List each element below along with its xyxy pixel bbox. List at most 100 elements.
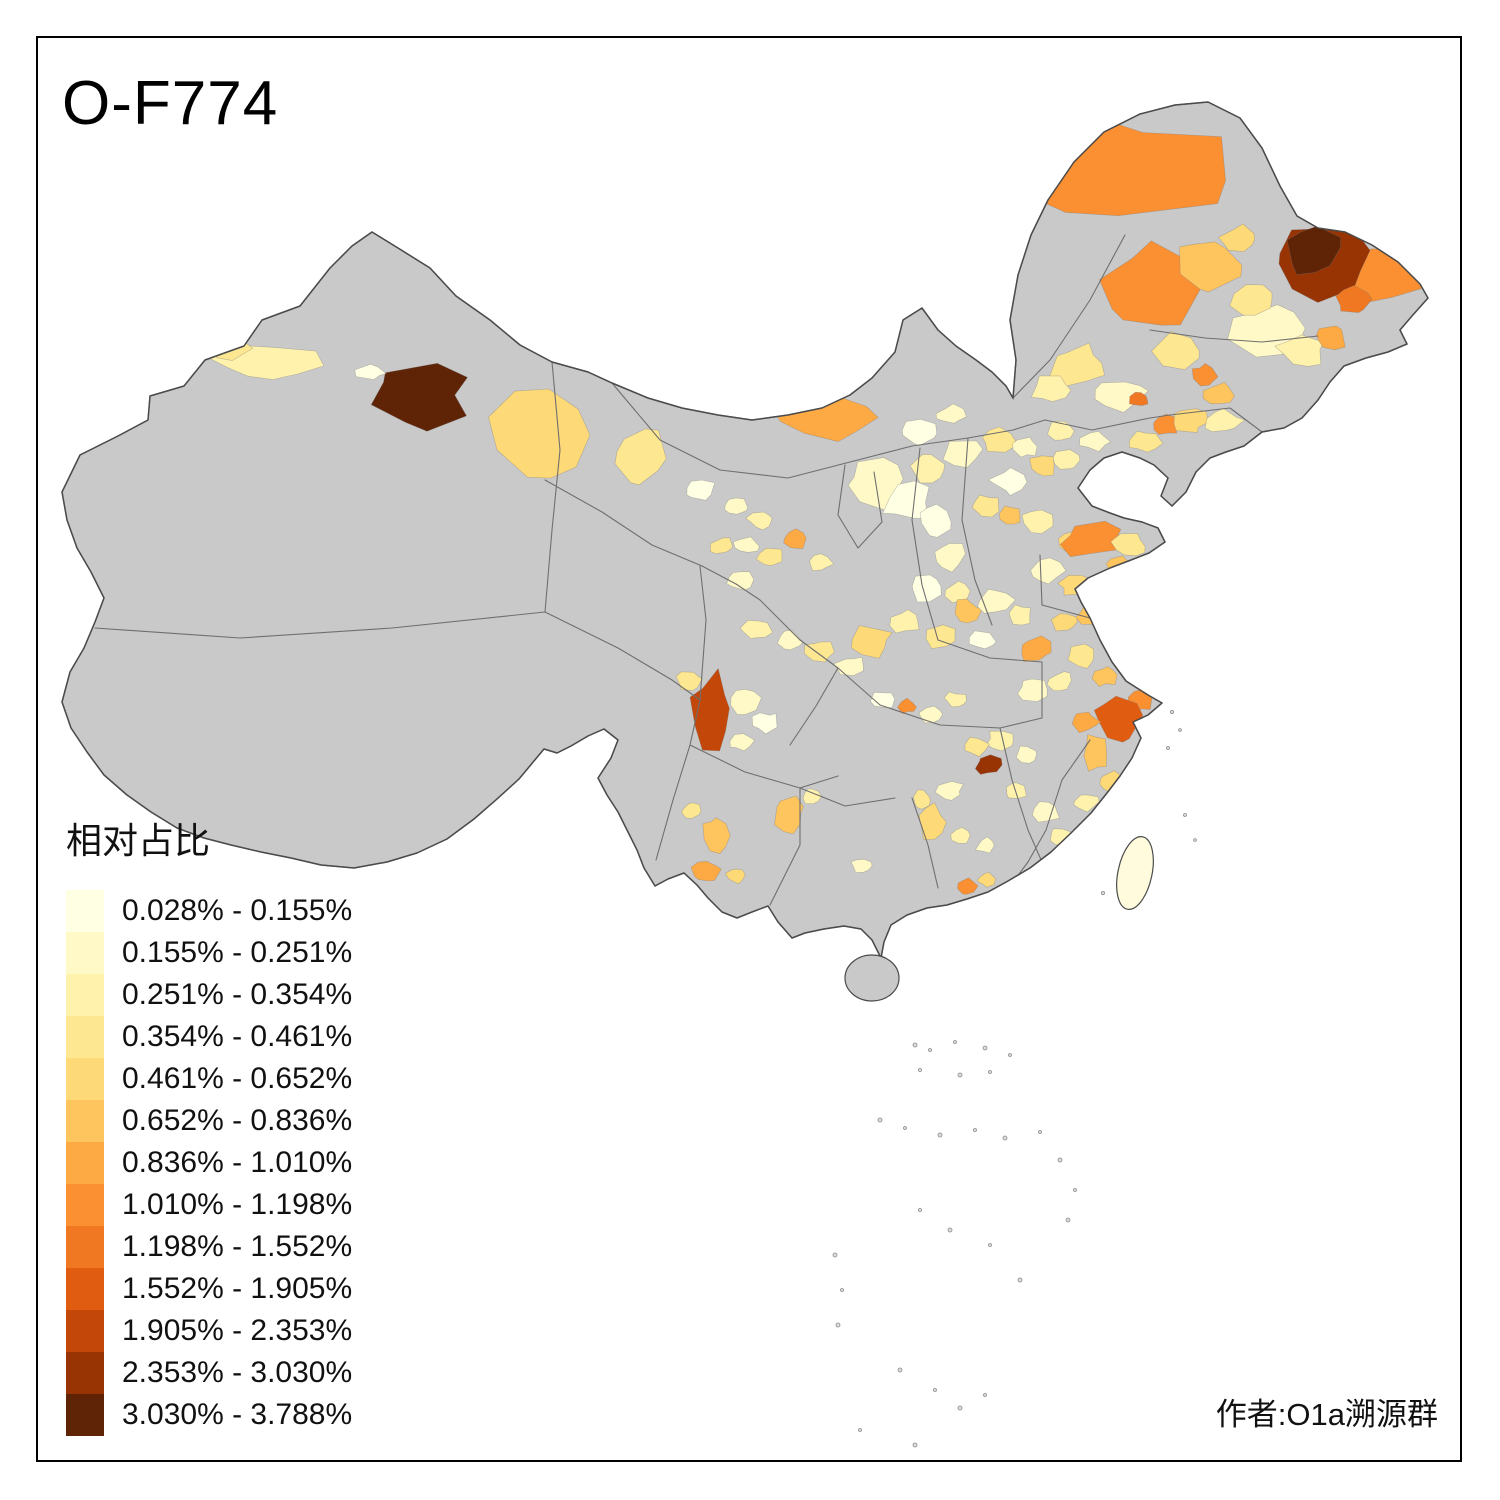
prefecture-region <box>710 537 734 554</box>
prefecture-region <box>724 497 749 515</box>
prefecture-region <box>934 543 966 573</box>
prefecture-region <box>1029 455 1055 477</box>
prefecture-region <box>1274 334 1324 367</box>
prefecture-region <box>1071 711 1102 734</box>
prefecture-region <box>1030 557 1067 585</box>
legend-swatch <box>66 1184 104 1226</box>
attribution: 作者:O1a溯源群 <box>1215 1397 1438 1432</box>
prefecture-region <box>354 363 387 380</box>
hainan-island <box>844 954 900 1002</box>
prefecture-region <box>755 547 783 567</box>
prefecture-region <box>1008 604 1031 626</box>
legend-row: 0.354% - 0.461% <box>66 1016 352 1058</box>
legend-swatch <box>66 1058 104 1100</box>
plot-title: O-F774 <box>62 69 279 138</box>
legend-row: 1.010% - 1.198% <box>66 1184 352 1226</box>
prefecture-region <box>1067 643 1095 669</box>
legend: 相对占比 0.028% - 0.155% 0.155% - 0.251% 0.251… <box>66 812 352 1436</box>
legend-swatch <box>66 1226 104 1268</box>
prefecture-region <box>681 802 702 819</box>
south-china-sea-islands <box>832 710 1197 1448</box>
legend-label: 0.652% - 0.836% <box>122 1104 353 1137</box>
legend-swatch <box>66 1352 104 1394</box>
prefecture-region <box>925 624 956 649</box>
legend-label: 1.198% - 1.552% <box>122 1230 353 1263</box>
legend-label: 2.353% - 3.030% <box>122 1356 353 1389</box>
prefecture-region <box>702 817 731 854</box>
national-border <box>61 101 1429 959</box>
prefecture-region <box>919 503 952 538</box>
prefecture-region <box>1088 820 1111 839</box>
prefecture-region <box>950 827 971 844</box>
prefecture-region <box>968 630 997 650</box>
prefecture-region <box>1151 331 1200 370</box>
prefecture-region <box>1021 509 1054 534</box>
prefecture-region <box>783 528 807 549</box>
legend-swatch <box>66 1142 104 1184</box>
legend-swatch <box>66 1394 104 1436</box>
legend-label: 1.010% - 1.198% <box>122 1188 353 1221</box>
legend-label: 1.552% - 1.905% <box>122 1272 353 1305</box>
prefecture-region <box>751 712 778 735</box>
prefecture-region <box>1030 375 1072 402</box>
prefecture-region <box>733 536 760 553</box>
prefecture-region <box>987 467 1028 496</box>
legend-swatch <box>66 1100 104 1142</box>
prefecture-region <box>776 629 804 651</box>
prefecture-region <box>1012 436 1038 458</box>
prefecture-region <box>370 362 468 432</box>
prefecture-region <box>802 788 823 805</box>
province-borders <box>94 234 1319 906</box>
legend-label: 1.905% - 2.353% <box>122 1314 353 1347</box>
legend-row: 0.251% - 0.354% <box>66 974 352 1016</box>
prefecture-region <box>1315 325 1346 351</box>
prefecture-region <box>686 479 716 501</box>
prefecture-region <box>1128 430 1164 453</box>
prefecture-region <box>1047 421 1075 441</box>
prefecture-region <box>1006 782 1027 799</box>
prefecture-region <box>913 789 931 810</box>
prefecture-region <box>974 836 995 854</box>
legend-label: 0.028% - 0.155% <box>122 894 353 927</box>
legend-swatch <box>66 974 104 1016</box>
prefecture-region <box>1021 635 1052 662</box>
legend-row: 3.030% - 3.788% <box>66 1394 352 1436</box>
prefecture-region <box>739 619 773 639</box>
prefecture-region <box>1191 363 1219 387</box>
legend-label: 0.461% - 0.652% <box>122 1062 353 1095</box>
prefecture-region <box>943 691 967 708</box>
prefecture-region <box>1099 240 1205 326</box>
legend-label: 0.836% - 1.010% <box>122 1146 353 1179</box>
prefecture-region <box>964 736 990 758</box>
prefecture-region <box>1129 391 1149 406</box>
legend-row: 0.155% - 0.251% <box>66 932 352 974</box>
prefecture-region <box>1094 381 1149 413</box>
prefecture-region <box>729 733 756 752</box>
legend-rows: 0.028% - 0.155% 0.155% - 0.251% 0.251% - 0… <box>66 890 352 1436</box>
prefecture-region <box>1130 642 1154 664</box>
taiwan-island <box>1116 836 1154 910</box>
prefecture-region <box>918 705 944 724</box>
prefecture-region <box>1093 695 1144 743</box>
legend-row: 0.461% - 0.652% <box>66 1058 352 1100</box>
prefecture-region <box>1101 607 1131 652</box>
prefecture-region <box>971 494 1000 518</box>
prefecture-region <box>1110 533 1146 557</box>
prefecture-region <box>889 609 920 634</box>
prefecture-region <box>974 754 1003 775</box>
prefecture-region <box>1015 745 1037 764</box>
prefecture-region <box>1153 413 1177 435</box>
prefecture-region <box>850 858 873 873</box>
prefecture-region <box>1335 285 1373 313</box>
prefecture-region <box>954 598 983 624</box>
prefecture-region <box>1052 449 1081 470</box>
prefecture-region <box>999 505 1021 525</box>
prefecture-region <box>1073 794 1100 813</box>
legend-label: 0.354% - 0.461% <box>122 1020 353 1053</box>
legend-label: 3.030% - 3.788% <box>122 1398 353 1431</box>
prefecture-region <box>689 667 730 752</box>
prefecture-region <box>1286 225 1342 275</box>
prefecture-region <box>745 511 773 531</box>
